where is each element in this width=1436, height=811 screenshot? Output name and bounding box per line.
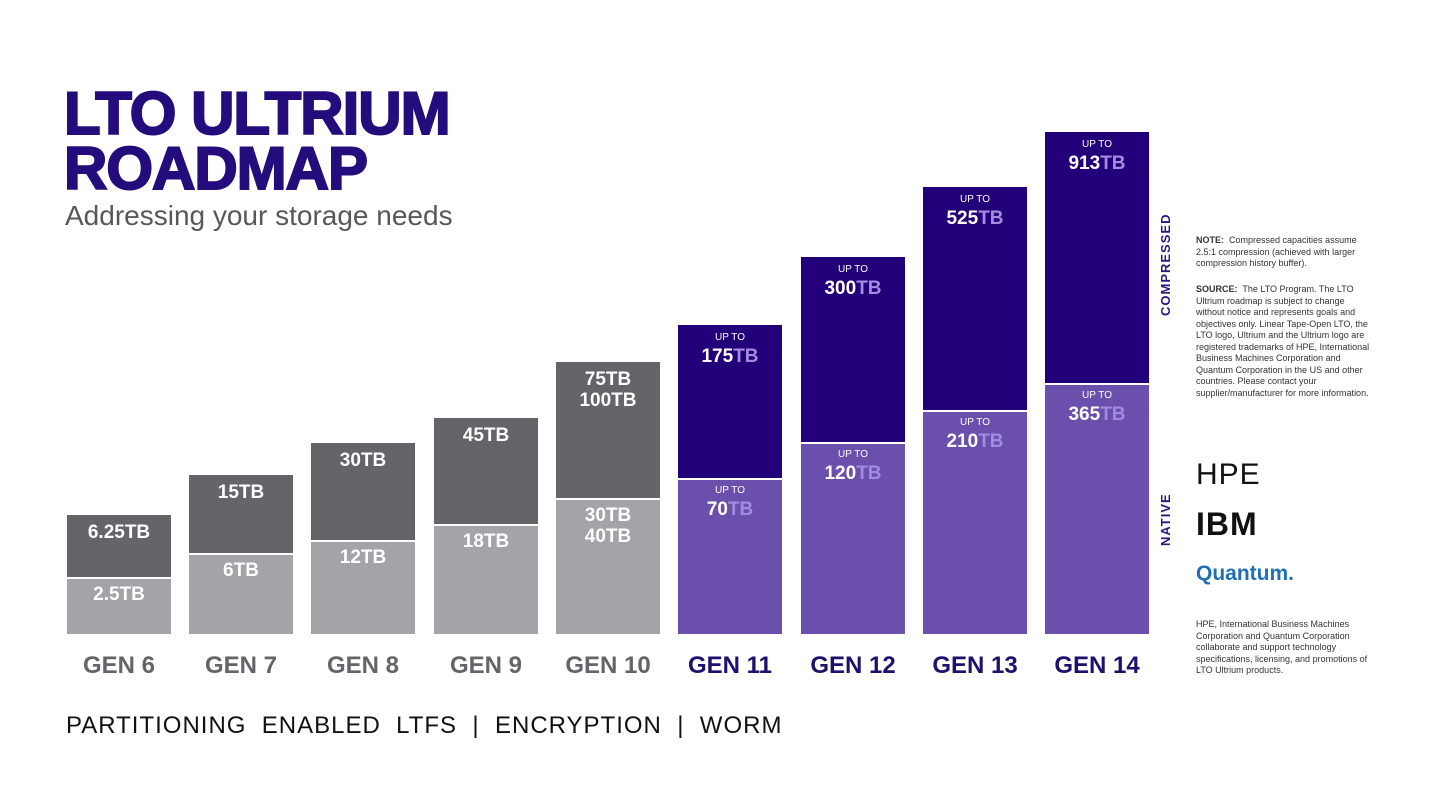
compressed-bar xyxy=(189,475,293,553)
compressed-bar xyxy=(678,325,782,478)
generation-label: GEN 14 xyxy=(1054,652,1140,679)
value-number: 913 xyxy=(1068,153,1101,174)
value-prefix: UP TO xyxy=(959,417,990,428)
value-label: 30TB xyxy=(339,450,387,471)
footer: PARTITIONING ENABLED LTFS | ENCRYPTION |… xyxy=(66,712,783,739)
value-prefix: UP TO xyxy=(714,485,745,496)
value-label: 12TB xyxy=(339,547,387,568)
value-number: 300 xyxy=(824,278,857,299)
value-prefix: UP TO xyxy=(714,332,745,343)
note: NOTE: Compressed capacities assume 2.5:1… xyxy=(1196,235,1371,270)
compressed-bar xyxy=(67,515,171,577)
note-text: Compressed capacities assume 2.5:1 compr… xyxy=(1196,235,1357,268)
value-prefix: UP TO xyxy=(1081,139,1112,150)
value-label: 100TB xyxy=(579,390,637,411)
value-unit: TB xyxy=(727,499,754,520)
subtitle: Addressing your storage needs xyxy=(65,200,453,231)
generation-label: GEN 9 xyxy=(449,652,523,679)
side-label: COMPRESSED xyxy=(1158,213,1173,316)
generation-label: GEN 12 xyxy=(810,652,896,679)
value-unit: TB xyxy=(1100,153,1126,174)
value-label: 913TB xyxy=(1045,153,1149,174)
value-number: 525 xyxy=(946,208,979,229)
note: SOURCE: The LTO Program. The LTO Ultrium… xyxy=(1196,284,1371,399)
native-bar xyxy=(189,553,293,634)
native-bar xyxy=(1045,383,1149,634)
title: ROADMAP xyxy=(63,135,369,202)
compressed-bar xyxy=(923,187,1027,410)
native-bar xyxy=(67,577,171,634)
value-label: 6.25TB xyxy=(87,522,151,543)
value-unit: TB xyxy=(856,278,882,299)
generation-label: GEN 8 xyxy=(326,652,400,679)
value-prefix: UP TO xyxy=(959,194,990,205)
generation-label: GEN 13 xyxy=(932,652,1018,679)
note-text: The LTO Program. The LTO Ultrium roadmap… xyxy=(1196,284,1370,398)
value-number: 70 xyxy=(706,499,728,520)
value-label: 120TB xyxy=(801,463,905,484)
value-label: 30TB xyxy=(584,505,632,526)
value-label: 45TB xyxy=(462,425,510,446)
value-label: 75TB xyxy=(584,369,632,390)
value-label: 18TB xyxy=(462,531,510,552)
compressed-bar xyxy=(434,418,538,524)
value-label: 175TB xyxy=(678,346,782,367)
value-number: 210 xyxy=(946,431,979,452)
value-label: 40TB xyxy=(584,526,632,547)
generation-label: GEN 11 xyxy=(687,652,773,679)
note-label: SOURCE: xyxy=(1196,284,1238,294)
native-bar xyxy=(556,498,660,634)
native-bar xyxy=(434,524,538,634)
generation-label: GEN 10 xyxy=(565,652,651,679)
logo-ibm: IBM xyxy=(1196,506,1258,542)
value-label: 210TB xyxy=(923,431,1027,452)
compressed-bar xyxy=(1045,132,1149,383)
value-prefix: UP TO xyxy=(1081,390,1112,401)
value-number: 365 xyxy=(1068,404,1101,425)
value-unit: TB xyxy=(856,463,882,484)
generation-label: GEN 7 xyxy=(204,652,278,679)
value-unit: TB xyxy=(1100,404,1126,425)
logo-hpe: HPE xyxy=(1196,458,1261,491)
title: LTO ULTRIUM xyxy=(63,80,452,147)
native-bar xyxy=(678,478,782,634)
value-label: 2.5TB xyxy=(93,584,145,605)
value-unit: TB xyxy=(978,208,1004,229)
value-label: 300TB xyxy=(801,278,905,299)
value-unit: TB xyxy=(733,346,759,367)
value-number: 120 xyxy=(824,463,857,484)
compressed-bar xyxy=(556,362,660,498)
native-bar xyxy=(923,410,1027,634)
value-label: 525TB xyxy=(923,208,1027,229)
partners-note: HPE, International Business Machines Cor… xyxy=(1196,619,1368,675)
value-unit: TB xyxy=(978,431,1004,452)
value-prefix: UP TO xyxy=(837,264,868,275)
native-bar xyxy=(801,442,905,634)
value-label: 15TB xyxy=(217,482,265,503)
generation-label: GEN 6 xyxy=(82,652,156,679)
note-label: NOTE: xyxy=(1196,235,1224,245)
value-label: 365TB xyxy=(1045,404,1149,425)
value-prefix: UP TO xyxy=(837,449,868,460)
value-label: 70TB xyxy=(678,499,782,520)
value-number: 175 xyxy=(701,346,734,367)
value-label: 6TB xyxy=(223,560,259,581)
logo-quantum: Quantum. xyxy=(1196,562,1294,585)
native-bar xyxy=(311,540,415,634)
side-label: NATIVE xyxy=(1158,493,1173,546)
compressed-bar xyxy=(801,257,905,442)
compressed-bar xyxy=(311,443,415,540)
